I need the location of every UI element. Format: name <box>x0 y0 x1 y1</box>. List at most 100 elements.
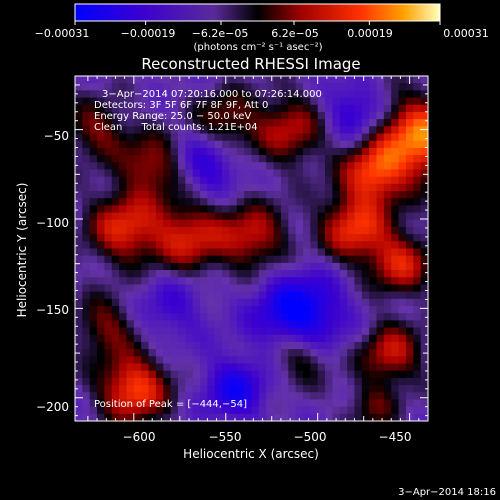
heatmap-cell <box>376 413 385 421</box>
heatmap-cell <box>361 349 370 357</box>
heatmap-cell <box>325 349 333 357</box>
heatmap-cell <box>251 363 260 372</box>
heatmap-cell <box>398 370 407 379</box>
heatmap-cell <box>266 363 275 372</box>
heatmap-cell <box>317 327 326 336</box>
heatmap-cell <box>155 385 164 393</box>
heatmap-cell <box>236 169 245 178</box>
heatmap-cell <box>126 76 135 84</box>
heatmap-cell <box>302 270 311 278</box>
heatmap-cell <box>325 212 333 221</box>
heatmap-cell <box>82 104 91 113</box>
heatmap-cell <box>420 126 428 135</box>
heatmap-cell <box>163 176 172 185</box>
heatmap-cell <box>258 320 267 329</box>
heatmap-cell <box>339 298 348 307</box>
heatmap-cell <box>170 140 179 149</box>
heatmap-cell <box>236 255 245 264</box>
heatmap-cell <box>82 334 91 343</box>
heatmap-cell <box>119 155 128 163</box>
heatmap-cell <box>214 162 223 171</box>
heatmap-cell <box>185 147 194 156</box>
heatmap-cell <box>75 234 83 242</box>
heatmap-cell <box>207 97 216 106</box>
heatmap-cell <box>222 248 231 257</box>
heatmap-cell <box>273 406 282 415</box>
heatmap-cell <box>244 320 253 329</box>
heatmap-cell <box>200 262 208 271</box>
heatmap-cell <box>200 119 208 127</box>
heatmap-cell <box>141 406 150 415</box>
heatmap-cell <box>133 385 142 393</box>
heatmap-cell <box>177 392 186 401</box>
heatmap-cell <box>170 306 179 314</box>
heatmap-cell <box>111 262 120 271</box>
heatmap-cell <box>405 327 414 336</box>
heatmap-cell <box>361 111 370 120</box>
heatmap-cell <box>133 234 142 242</box>
heatmap-cell <box>244 399 253 408</box>
heatmap-cell <box>163 212 172 221</box>
heatmap-cell <box>339 399 348 408</box>
heatmap-cell <box>141 255 150 264</box>
heatmap-cell <box>295 205 304 214</box>
heatmap-cell <box>192 284 201 293</box>
heatmap-cell <box>383 248 392 257</box>
heatmap-cell <box>258 205 267 214</box>
heatmap-cell <box>200 191 208 199</box>
heatmap-cell <box>244 176 253 185</box>
heatmap-cell <box>391 126 400 135</box>
heatmap-cell <box>111 241 120 250</box>
heatmap-cell <box>200 349 208 357</box>
heatmap-cell <box>325 363 333 372</box>
heatmap-cell <box>317 377 326 386</box>
heatmap-cell <box>273 334 282 343</box>
heatmap-cell <box>200 356 208 365</box>
heatmap-cell <box>317 385 326 393</box>
heatmap-cell <box>148 377 157 386</box>
heatmap-cell <box>383 162 392 171</box>
heatmap-cell <box>376 191 385 199</box>
heatmap-cell <box>214 191 223 199</box>
heatmap-cell <box>133 320 142 329</box>
heatmap-cell <box>325 385 333 393</box>
heatmap-cell <box>141 162 150 171</box>
x-tick-label: −500 <box>294 430 327 444</box>
heatmap-cell <box>148 119 157 127</box>
heatmap-cell <box>354 406 363 415</box>
heatmap-cell <box>244 212 253 221</box>
heatmap-cell <box>280 248 289 257</box>
heatmap-cell <box>310 313 319 321</box>
heatmap-cell <box>222 327 231 336</box>
heatmap-cell <box>185 212 194 221</box>
heatmap-cell <box>111 370 120 379</box>
heatmap-cell <box>288 205 297 214</box>
heatmap-cell <box>332 111 341 120</box>
heatmap-cell <box>258 277 267 286</box>
heatmap-cell <box>170 234 179 242</box>
heatmap-cell <box>207 111 216 120</box>
heatmap-cell <box>207 327 216 336</box>
heatmap-cell <box>310 169 319 178</box>
heatmap-cell <box>111 363 120 372</box>
heatmap-cell <box>155 104 164 113</box>
heatmap-cell <box>185 133 194 142</box>
heatmap-cell <box>302 97 311 106</box>
heatmap-cell <box>170 406 179 415</box>
heatmap-cell <box>155 370 164 379</box>
heatmap-cell <box>266 356 275 365</box>
heatmap-cell <box>347 277 356 286</box>
heatmap-cell <box>207 126 216 135</box>
heatmap-cell <box>75 97 83 106</box>
heatmap-cell <box>258 291 267 300</box>
heatmap-cell <box>119 277 128 286</box>
heatmap-cell <box>104 76 113 84</box>
heatmap-cell <box>97 399 106 408</box>
heatmap-cell <box>398 104 407 113</box>
heatmap-cell <box>133 262 142 271</box>
heatmap-cell <box>317 255 326 264</box>
heatmap-cell <box>273 76 282 84</box>
heatmap-cell <box>302 119 311 127</box>
heatmap-cell <box>177 413 186 421</box>
heatmap-cell <box>185 241 194 250</box>
